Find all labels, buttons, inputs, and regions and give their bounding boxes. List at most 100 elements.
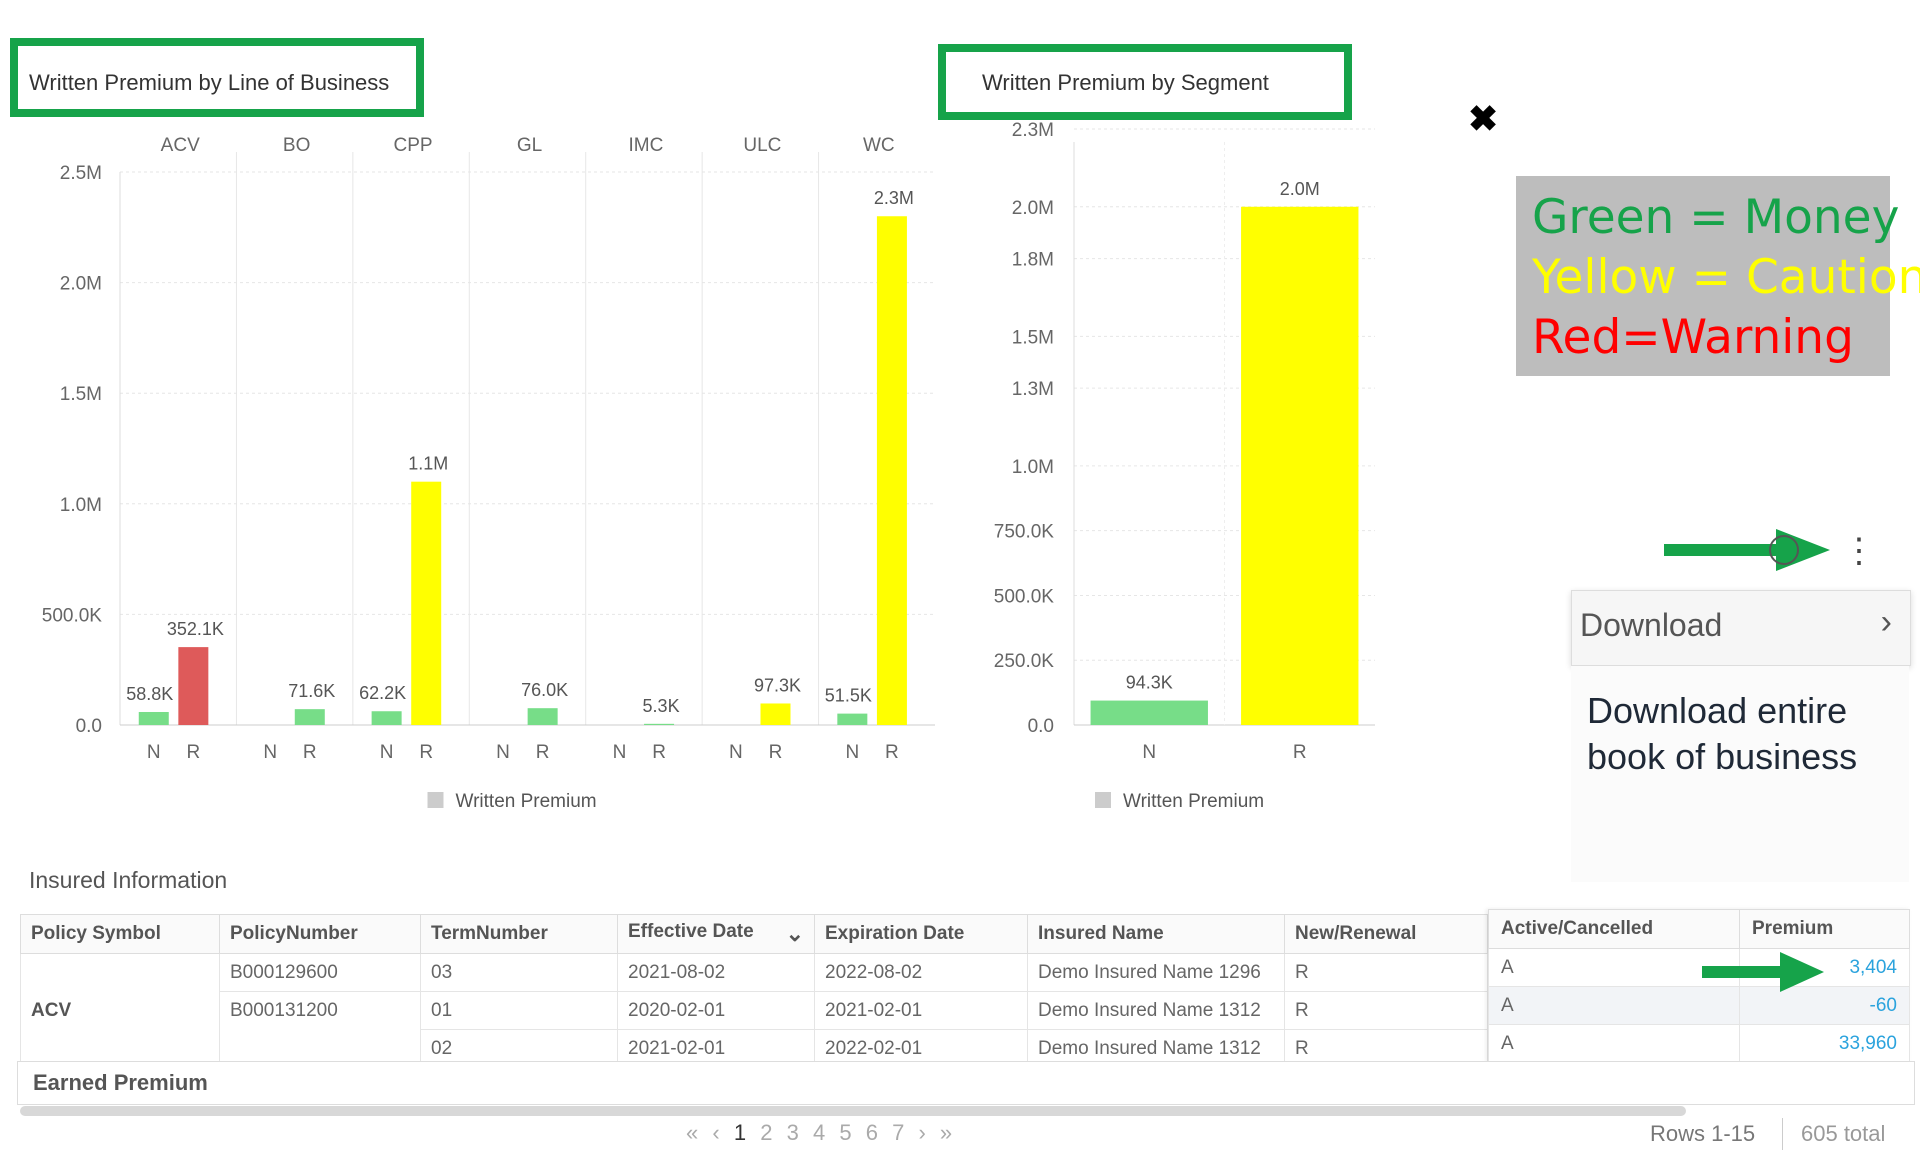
page-6[interactable]: 6 — [865, 1120, 878, 1145]
insured-table: Policy Symbol PolicyNumber TermNumber Ef… — [20, 914, 1488, 1068]
y-tick-label: 500.0K — [42, 605, 103, 626]
cell-expiration: 2022-08-02 — [814, 953, 1028, 992]
sort-chevron-icon[interactable]: ⌄ — [785, 921, 804, 946]
bar — [178, 647, 209, 725]
col-effective-date[interactable]: Effective Date ⌄ — [617, 914, 815, 954]
y-tick-label: 250.0K — [994, 651, 1055, 672]
x-tick-label: N — [380, 742, 394, 763]
col-expiration-date[interactable]: Expiration Date — [814, 914, 1028, 954]
data-label: 5.3K — [643, 696, 680, 716]
insured-section-title: Insured Information — [29, 867, 228, 893]
bar — [138, 711, 169, 725]
horizontal-scrollbar[interactable] — [20, 1106, 1686, 1116]
col-insured-name[interactable]: Insured Name — [1027, 914, 1285, 954]
data-label: 62.2K — [359, 683, 406, 703]
chevron-right-icon: › — [1880, 603, 1892, 641]
table-row[interactable]: B000131200 01 2020-02-01 2021-02-01 Demo… — [21, 991, 1488, 1068]
legend-swatch — [1095, 792, 1111, 808]
group-label: CPP — [394, 135, 433, 156]
x-tick-label: R — [652, 742, 666, 763]
bar — [411, 481, 442, 725]
x-tick-label: R — [186, 742, 200, 763]
col-term-number[interactable]: TermNumber — [420, 914, 618, 954]
y-tick-label: 0.0 — [1028, 716, 1054, 737]
y-tick-label: 2.5M — [60, 163, 102, 184]
y-tick-label: 1.8M — [1012, 250, 1054, 271]
bar — [371, 711, 402, 725]
bar — [644, 723, 675, 725]
cell-policy-number: B000129600 — [219, 953, 421, 992]
page-5[interactable]: 5 — [839, 1120, 852, 1145]
y-tick-label: 0.0 — [76, 716, 102, 737]
data-label: 94.3K — [1126, 673, 1173, 693]
group-label: GL — [517, 135, 542, 156]
earned-premium-row[interactable] — [17, 1061, 1915, 1105]
x-tick-label: R — [769, 742, 783, 763]
table-row[interactable]: ACV B000129600 03 2021-08-02 2022-08-02 … — [20, 953, 1488, 1068]
cell-insured-name: Demo Insured Name 1312 — [1027, 991, 1285, 1030]
x-tick-label: N — [845, 742, 859, 763]
x-tick-label: N — [1142, 742, 1156, 763]
cell-premium[interactable]: -60 — [1739, 986, 1910, 1025]
arrow-to-menu-icon — [1664, 529, 1830, 571]
x-tick-label: R — [885, 742, 899, 763]
page-2[interactable]: 2 — [760, 1120, 773, 1145]
download-menu-item[interactable]: Download › — [1572, 591, 1910, 665]
bar — [1090, 700, 1208, 725]
y-tick-label: 500.0K — [994, 586, 1055, 607]
pagination: « ‹ 1 2 3 4 5 6 7 › » — [682, 1120, 956, 1146]
x-tick-label: N — [729, 742, 743, 763]
cell-status: A — [1488, 986, 1740, 1025]
y-tick-label: 1.3M — [1012, 379, 1054, 400]
cell-policy-symbol: ACV — [20, 953, 220, 1068]
table-row[interactable]: A 33,960 — [1488, 1024, 1910, 1063]
col-new-renewal[interactable]: New/Renewal — [1284, 914, 1488, 954]
y-tick-label: 2.0M — [60, 274, 102, 295]
col-active-cancelled[interactable]: Active/Cancelled — [1488, 909, 1740, 949]
kebab-menu-icon[interactable]: ⋮ — [1842, 532, 1876, 570]
earned-premium-label: Earned Premium — [33, 1070, 208, 1095]
page-4[interactable]: 4 — [812, 1120, 826, 1145]
y-tick-label: 750.0K — [994, 522, 1055, 543]
bar — [760, 703, 791, 725]
bar — [527, 708, 558, 725]
download-label: Download — [1580, 607, 1723, 643]
legend-yellow: Yellow = Caution — [1532, 250, 1920, 305]
page-7[interactable]: 7 — [892, 1120, 905, 1145]
x-tick-label: R — [419, 742, 433, 763]
data-label: 76.0K — [521, 680, 568, 700]
y-tick-label: 1.5M — [1012, 327, 1054, 348]
group-label: ULC — [743, 135, 781, 156]
data-label: 2.0M — [1280, 179, 1320, 199]
pager-divider — [1782, 1118, 1783, 1150]
page-1[interactable]: 1 — [733, 1120, 747, 1145]
table-row[interactable]: A -60 — [1488, 986, 1910, 1025]
col-premium[interactable]: Premium — [1739, 909, 1910, 949]
col-policy-symbol[interactable]: Policy Symbol — [20, 914, 220, 954]
next-page-icon[interactable]: › — [918, 1120, 926, 1145]
x-tick-label: R — [1293, 742, 1307, 763]
bar — [837, 713, 868, 725]
cell-policy-number: B000131200 — [219, 991, 421, 1068]
col-policy-number[interactable]: PolicyNumber — [219, 914, 421, 954]
download-menu: Download › — [1571, 590, 1911, 666]
last-page-icon[interactable]: » — [939, 1120, 953, 1145]
total-label: 605 total — [1801, 1121, 1886, 1146]
cell-insured-name: Demo Insured Name 1296 — [1027, 953, 1285, 992]
close-icon[interactable]: ✖ — [1468, 98, 1499, 139]
y-tick-label: 1.0M — [60, 495, 102, 516]
y-tick-label: 2.3M — [1012, 120, 1054, 141]
lob-chart-title-box — [10, 38, 424, 117]
x-tick-label: R — [303, 742, 317, 763]
legend-red: Red=Warning — [1532, 310, 1854, 365]
segment-chart-title-box — [938, 44, 1352, 120]
legend-label: Written Premium — [1123, 791, 1264, 812]
first-page-icon[interactable]: « — [686, 1120, 699, 1145]
cell-premium[interactable]: 33,960 — [1739, 1024, 1910, 1063]
prev-page-icon[interactable]: ‹ — [712, 1120, 720, 1145]
cell-term: 01 — [420, 991, 618, 1030]
table-row[interactable]: A 3,404 — [1488, 948, 1910, 987]
arrow-to-premium-icon — [1702, 952, 1824, 992]
x-tick-label: R — [536, 742, 550, 763]
page-3[interactable]: 3 — [786, 1120, 799, 1145]
